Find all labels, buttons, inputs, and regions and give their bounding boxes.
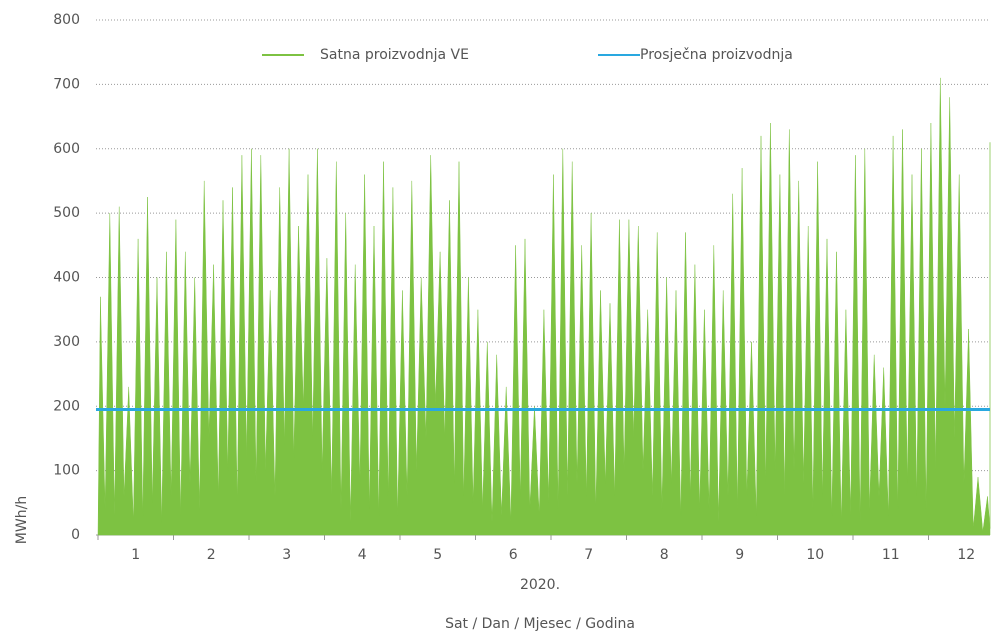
x-tick-label: 7 — [584, 547, 593, 563]
x-tick-label: 11 — [882, 547, 900, 563]
y-tick-label: 600 — [53, 141, 80, 157]
y-tick-label: 200 — [53, 398, 80, 414]
y-tick-label: 700 — [53, 76, 80, 92]
y-tick-label: 300 — [53, 334, 80, 350]
y-tick-label: 400 — [53, 270, 80, 286]
x-tick-label: 4 — [358, 547, 367, 563]
x-tick-label: 8 — [660, 547, 669, 563]
x-tick-label: 1 — [131, 547, 140, 563]
x-tick-label: 9 — [735, 547, 744, 563]
x-axis-title: Sat / Dan / Mjesec / Godina — [445, 616, 635, 632]
x-tick-label: 2 — [207, 547, 216, 563]
hourly-area — [97, 77, 991, 536]
y-axis-label: MWh/h — [14, 496, 30, 544]
y-tick-label: 500 — [53, 205, 80, 221]
legend-label: Satna proizvodnja VE — [320, 47, 469, 63]
y-tick-label: 100 — [53, 463, 80, 479]
legend-label: Prosječna proizvodnja — [640, 47, 793, 63]
x-tick-label: 12 — [957, 547, 975, 563]
y-tick-label: 800 — [53, 12, 80, 28]
x-tick-label: 3 — [282, 547, 291, 563]
x-tick-label: 6 — [509, 547, 518, 563]
y-tick-label: 0 — [71, 527, 80, 543]
x-axis-label: 2020. — [520, 577, 560, 593]
x-tick-label: 5 — [433, 547, 442, 563]
x-tick-label: 10 — [806, 547, 824, 563]
